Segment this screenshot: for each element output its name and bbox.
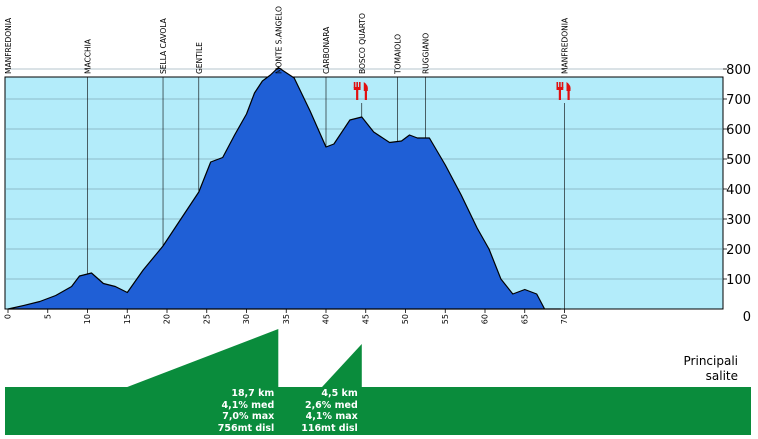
x-tick-label: 60 bbox=[481, 314, 490, 324]
climb-wedge bbox=[322, 344, 362, 387]
climbs-band bbox=[5, 387, 751, 435]
x-tick-label: 0 bbox=[4, 314, 13, 319]
x-tick-label: 70 bbox=[560, 314, 569, 324]
place-label: MANFREDONIA bbox=[4, 17, 13, 74]
x-axis-ticks: 0 5 10 15 20 25 30 35 40 45 50 55 60 65 70 bbox=[4, 309, 569, 324]
place-label: SELLA CAVOLA bbox=[159, 17, 168, 74]
climb-stat-line: 7,0% max bbox=[222, 411, 275, 423]
climbs-heading: Principali salite bbox=[684, 354, 738, 384]
climb-stat-line: 116mt disl bbox=[301, 422, 358, 434]
y-zero-label: 0 bbox=[743, 310, 751, 325]
x-tick-label: 15 bbox=[123, 314, 132, 324]
x-tick-label: 35 bbox=[282, 314, 291, 324]
climb-stats: 4,5 km 2,6% med 4,1% max 116mt disl bbox=[262, 388, 358, 434]
place-label: RUGGIANO bbox=[421, 33, 430, 74]
food-icons bbox=[353, 82, 571, 100]
y-tick-label: 200 bbox=[726, 243, 751, 258]
place-label: BOSCO QUARTO bbox=[358, 13, 367, 74]
x-tick-label: 5 bbox=[43, 314, 52, 319]
place-label: MANFREDONIA bbox=[561, 17, 570, 74]
climbs-heading-line-1: Principali bbox=[683, 354, 738, 368]
x-tick-label: 25 bbox=[202, 314, 211, 324]
y-tick-label: 100 bbox=[726, 273, 751, 288]
x-tick-label: 50 bbox=[401, 314, 410, 324]
climb-stat-line: 18,7 km bbox=[231, 388, 275, 399]
y-tick-label: 700 bbox=[726, 93, 751, 108]
fork-knife-icon bbox=[353, 82, 368, 100]
x-tick-label: 40 bbox=[322, 314, 331, 324]
y-tick-label: 500 bbox=[726, 153, 751, 168]
climb-stats: 18,7 km 4,1% med 7,0% max 756mt disl bbox=[178, 388, 275, 434]
x-tick-label: 30 bbox=[242, 314, 251, 324]
climb-shapes bbox=[127, 329, 362, 387]
place-label: GENTILE bbox=[195, 42, 204, 74]
y-tick-label: 800 bbox=[726, 63, 751, 78]
place-labels: MANFREDONIA MACCHIA SELLA CAVOLA GENTILE MON… bbox=[4, 6, 570, 75]
x-tick-label: 20 bbox=[163, 314, 172, 324]
x-tick-label: 10 bbox=[83, 314, 92, 324]
y-axis-ticks: 100 200 300 400 500 600 700 800 0 bbox=[723, 63, 751, 325]
place-label: CARBONARA bbox=[322, 26, 331, 74]
x-tick-label: 55 bbox=[441, 314, 450, 324]
climb-wedge bbox=[127, 329, 279, 387]
x-tick-label: 65 bbox=[520, 314, 529, 324]
place-label: MONTE S.ANGELO bbox=[274, 6, 283, 74]
climb-stat-line: 756mt disl bbox=[217, 422, 275, 434]
y-tick-label: 300 bbox=[726, 213, 751, 228]
climb-stat-line: 4,1% med bbox=[221, 399, 275, 411]
place-label: MACCHIA bbox=[84, 38, 93, 74]
y-tick-label: 400 bbox=[726, 183, 751, 198]
y-tick-label: 600 bbox=[726, 123, 751, 138]
x-tick-label: 45 bbox=[361, 314, 370, 324]
climb-stat-line: 4,5 km bbox=[321, 388, 358, 399]
fork-knife-icon bbox=[556, 82, 571, 100]
climbs-heading-line-2: salite bbox=[705, 369, 738, 383]
climb-stat-line: 4,1% max bbox=[305, 411, 358, 423]
elevation-area bbox=[7, 66, 562, 310]
place-label: TOMAIOLO bbox=[394, 34, 403, 75]
climb-stat-line: 2,6% med bbox=[304, 399, 358, 411]
